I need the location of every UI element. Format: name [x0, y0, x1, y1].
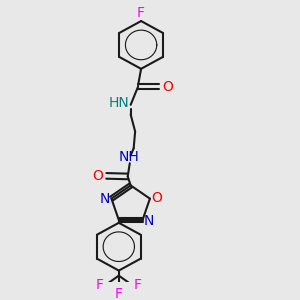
Text: O: O — [151, 191, 162, 205]
Text: N: N — [100, 193, 110, 206]
Text: O: O — [92, 169, 104, 183]
Text: F: F — [134, 278, 142, 292]
Text: HN: HN — [109, 96, 130, 110]
Text: F: F — [95, 278, 104, 292]
Text: NH: NH — [119, 150, 140, 164]
Text: F: F — [137, 7, 145, 20]
Text: O: O — [162, 80, 173, 94]
Text: F: F — [115, 286, 123, 300]
Text: N: N — [143, 214, 154, 228]
